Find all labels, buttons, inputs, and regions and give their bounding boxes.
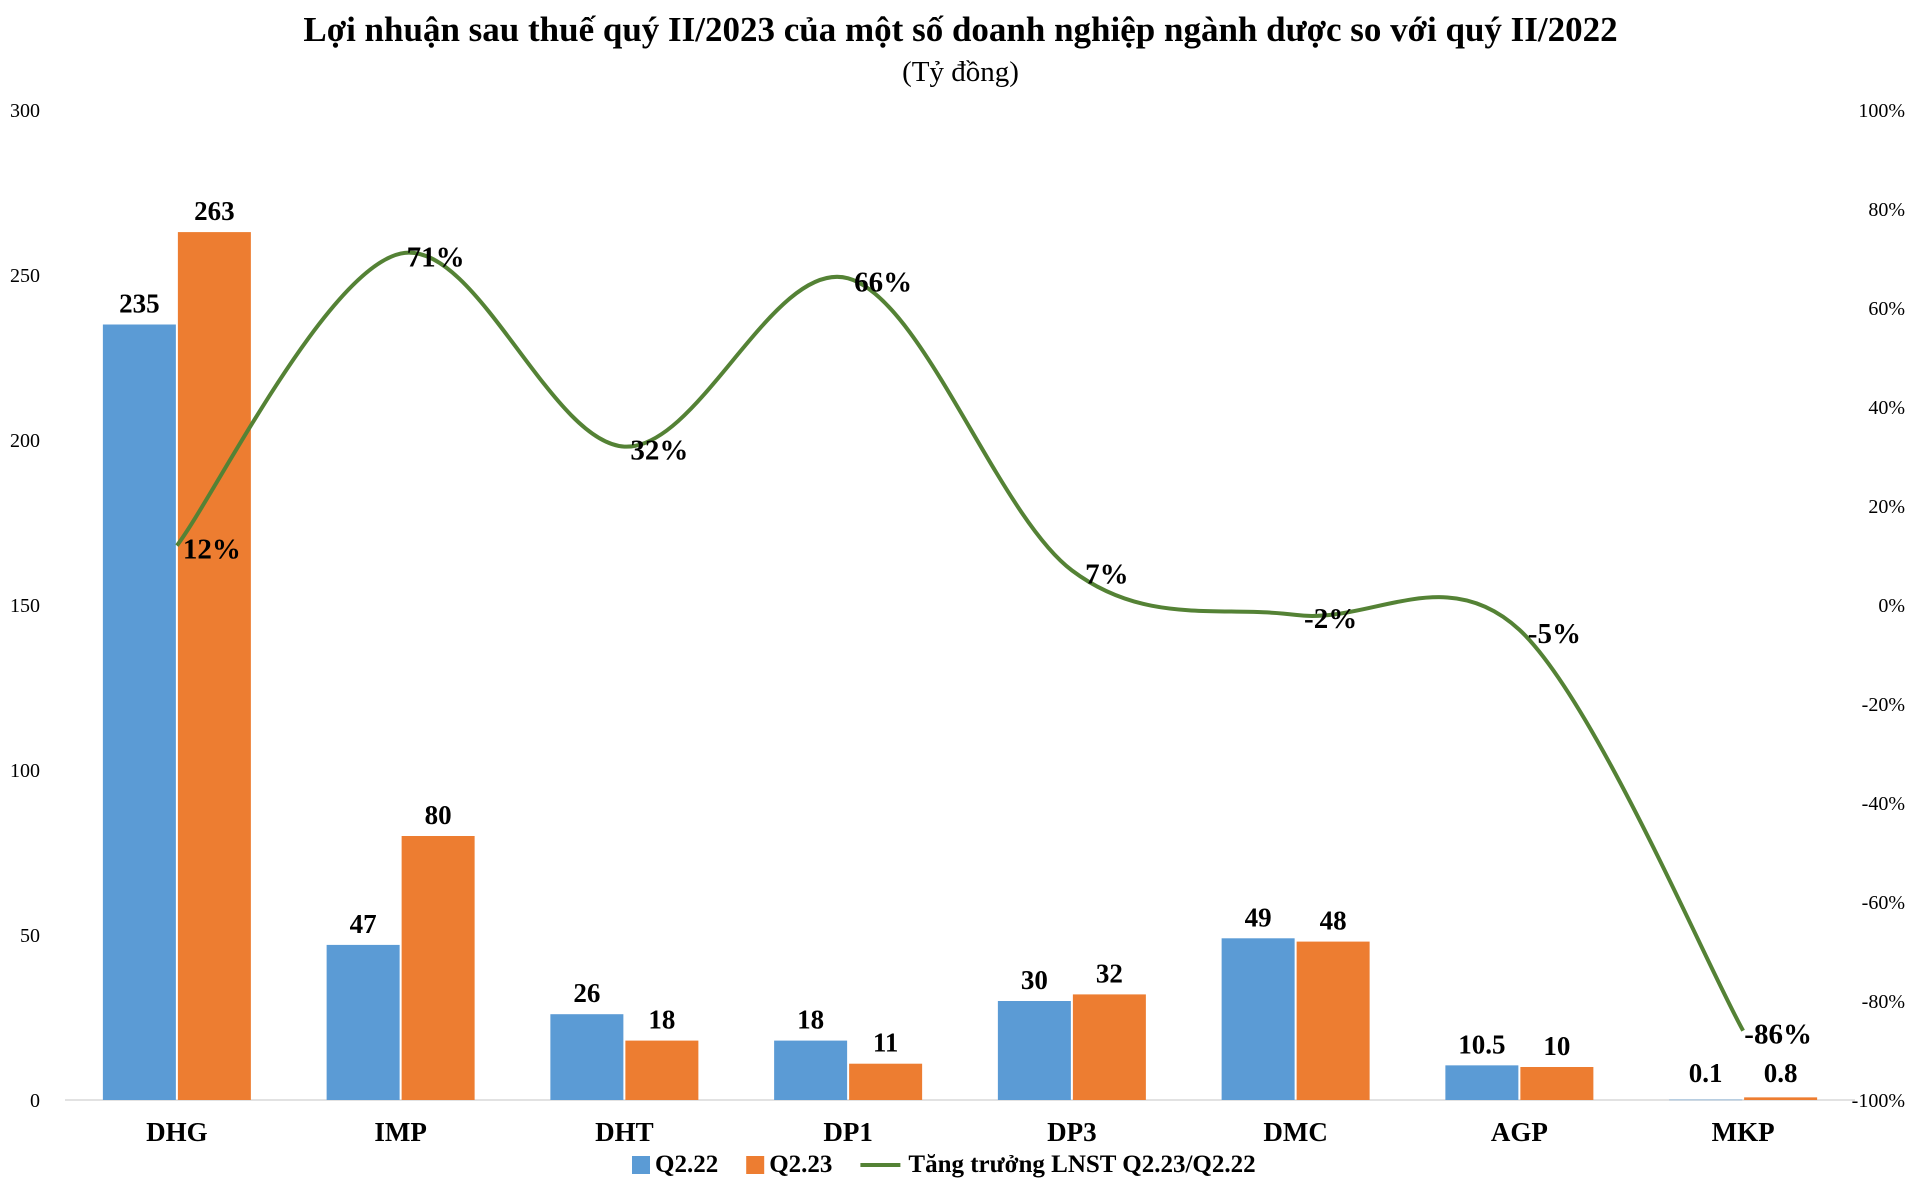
bar-q2-23 [849,1063,923,1100]
legend: Q2.22 Q2.23 Tăng trưởng LNST Q2.23/Q2.22 [632,1151,1256,1178]
growth-data-label: 12% [183,534,241,566]
y-right-tick-label: -100% [1852,1090,1905,1112]
legend-label: Q2.22 [655,1151,718,1178]
bar-q2-23 [1744,1097,1818,1100]
bar-data-label: 48 [1320,906,1347,936]
bar-q2-22 [1669,1099,1743,1101]
bar-data-label: 30 [1021,965,1048,995]
x-tick-label: DHT [595,1117,654,1147]
y-left-tick-label: 100 [10,760,40,782]
x-tick-label: DP3 [1047,1117,1097,1147]
x-tick-label: DMC [1263,1117,1327,1147]
bar-data-label: 0.1 [1689,1058,1723,1088]
growth-data-label: -86% [1744,1019,1812,1051]
y-right-tick-label: 0% [1878,595,1905,617]
bar-data-label: 49 [1245,902,1272,932]
bar-q2-22 [997,1001,1071,1100]
bar-data-label: 10 [1543,1031,1570,1061]
growth-data-label: -2% [1304,603,1357,635]
bar-data-label: 26 [573,978,600,1008]
x-tick-label: AGP [1491,1117,1548,1147]
bar-q2-23 [625,1040,699,1100]
growth-data-label: 71% [407,242,465,274]
bar-data-label: 32 [1096,958,1123,988]
y-right-tick-label: 60% [1868,298,1905,320]
x-tick-label: MKP [1712,1117,1775,1147]
growth-data-label: 7% [1085,558,1129,590]
legend-swatch [632,1156,650,1174]
bar-data-label: 235 [119,289,160,319]
x-tick-label: DHG [146,1117,208,1147]
bar-q2-22 [1445,1065,1519,1100]
legend-label: Tăng trưởng LNST Q2.23/Q2.22 [908,1151,1255,1178]
x-tick-label: DP1 [823,1117,873,1147]
bar-q2-23 [401,836,475,1100]
bar-q2-22 [326,944,400,1100]
y-right-tick-label: 80% [1868,199,1905,221]
bar-q2-23 [1520,1067,1594,1100]
chart-title: Lợi nhuận sau thuế quý II/2023 của một s… [303,10,1618,49]
bar-q2-23 [1296,941,1370,1100]
growth-data-label: 66% [854,266,912,298]
bar-data-label: 10.5 [1458,1029,1505,1059]
bar-q2-22 [1221,938,1295,1100]
y-right-tick-label: 40% [1868,397,1905,419]
growth-line [175,250,1745,1032]
y-left-tick-label: 0 [30,1090,40,1112]
y-left-tick-label: 250 [10,265,40,287]
bar-data-label: 0.8 [1764,1058,1798,1088]
y-left-tick-label: 50 [20,925,40,947]
y-right-tick-label: -60% [1862,892,1905,914]
bar-data-label: 263 [194,196,235,226]
bar-data-label: 18 [797,1005,824,1035]
legend-label: Q2.23 [769,1151,832,1178]
bar-q2-22 [550,1014,624,1100]
bar-q2-22 [774,1040,848,1100]
legend-swatch [746,1156,765,1174]
bar-data-label: 47 [350,909,377,939]
bar-q2-22 [102,324,176,1100]
y-right-tick-label: -20% [1862,694,1905,716]
growth-data-label: -5% [1528,618,1581,650]
bar-data-label: 11 [873,1028,899,1058]
y-left-tick-label: 300 [10,100,40,122]
bar-q2-23 [177,232,251,1101]
bar-data-label: 18 [648,1005,675,1035]
x-tick-label: IMP [374,1117,426,1147]
chart-subtitle: (Tỷ đồng) [902,56,1019,88]
y-left-tick-label: 150 [10,595,40,617]
y-right-tick-label: -40% [1862,793,1905,815]
y-right-tick-label: -80% [1862,991,1905,1013]
growth-data-label: 32% [630,435,688,467]
y-right-tick-label: 100% [1858,100,1905,122]
y-right-tick-label: 20% [1868,496,1905,518]
bar-data-label: 80 [425,800,452,830]
y-left-tick-label: 200 [10,430,40,452]
bar-q2-23 [1072,994,1146,1100]
